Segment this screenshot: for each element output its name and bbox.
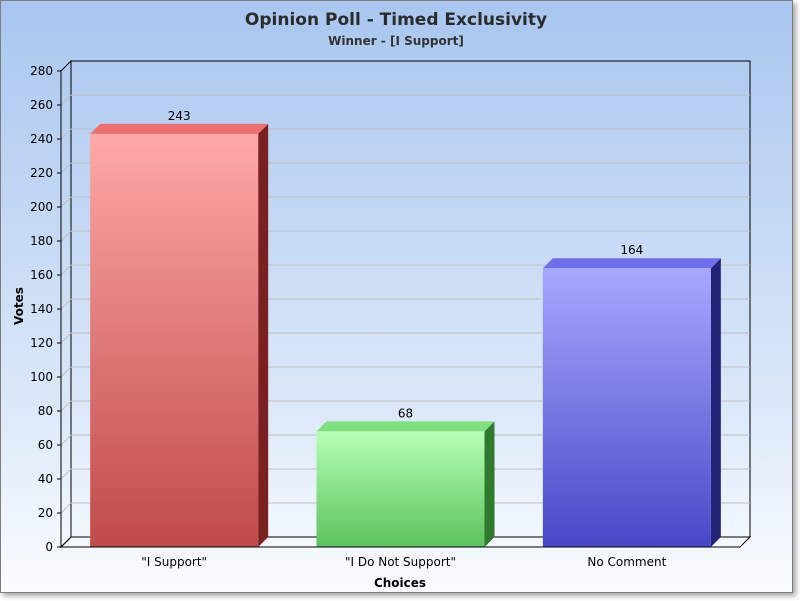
grid-line-depth: [60, 502, 72, 514]
bar-side: [710, 258, 721, 547]
y-tick-label: 160: [30, 268, 53, 282]
y-tick-label: 180: [30, 234, 53, 248]
bar-top: [542, 258, 721, 269]
bars: [90, 123, 721, 548]
bar-value-label: 243: [168, 109, 191, 123]
y-tick-label: 60: [38, 438, 53, 452]
bar-front: [316, 431, 485, 547]
grid-line-depth: [60, 230, 72, 242]
chart-subtitle: Winner - [I Support]: [328, 34, 464, 48]
grid-line-depth: [60, 264, 72, 276]
tick-labels: 0 20 40 60 80 100 120 140 160 180 200 220 240 260 280 2…: [30, 64, 740, 569]
y-tick-label: 120: [30, 336, 53, 350]
y-tick-label: 80: [38, 404, 53, 418]
bar-side: [258, 123, 269, 548]
y-tick-label: 200: [30, 200, 53, 214]
bar-top: [316, 421, 495, 432]
bar: [316, 421, 495, 547]
y-tick-label: 220: [30, 166, 53, 180]
y-tick-label: 0: [45, 540, 53, 554]
x-tick-label: No Comment: [587, 555, 666, 569]
grid-line-depth: [60, 94, 72, 106]
y-tick-label: 40: [38, 472, 53, 486]
x-tick-label: "I Support": [141, 555, 207, 569]
chart-title: Opinion Poll - Timed Exclusivity: [245, 10, 547, 30]
bar-value-label: 164: [620, 243, 643, 257]
y-tick-label: 240: [30, 132, 53, 146]
y-tick-label: 280: [30, 64, 53, 78]
grid-line-depth: [60, 434, 72, 446]
x-tick-label: "I Do Not Support": [345, 555, 456, 569]
y-tick-label: 20: [38, 506, 53, 520]
bar-side: [484, 421, 495, 547]
y-tick-label: 100: [30, 370, 53, 384]
y-tick-label: 140: [30, 302, 53, 316]
bar-front: [542, 268, 711, 547]
grid-line-depth: [60, 366, 72, 378]
grid-line-depth: [60, 196, 72, 208]
grid-line-depth: [60, 162, 72, 174]
x-axis-label: Choices: [374, 576, 426, 590]
bar: [90, 123, 269, 548]
bar-front: [90, 133, 259, 547]
y-axis-label: Votes: [12, 287, 26, 325]
bar: [542, 258, 721, 547]
grid-line-depth: [60, 128, 72, 140]
y-tick-label: 260: [30, 98, 53, 112]
grid-line-depth: [60, 468, 72, 480]
bar-top: [90, 123, 269, 134]
bar-value-label: 68: [398, 406, 413, 420]
chart-frame: 0 20 40 60 80 100 120 140 160 180 200 220 240 260 280 2…: [0, 0, 793, 593]
grid-line-depth: [60, 332, 72, 344]
grid-line-depth: [60, 298, 72, 310]
grid-line-depth: [60, 400, 72, 412]
